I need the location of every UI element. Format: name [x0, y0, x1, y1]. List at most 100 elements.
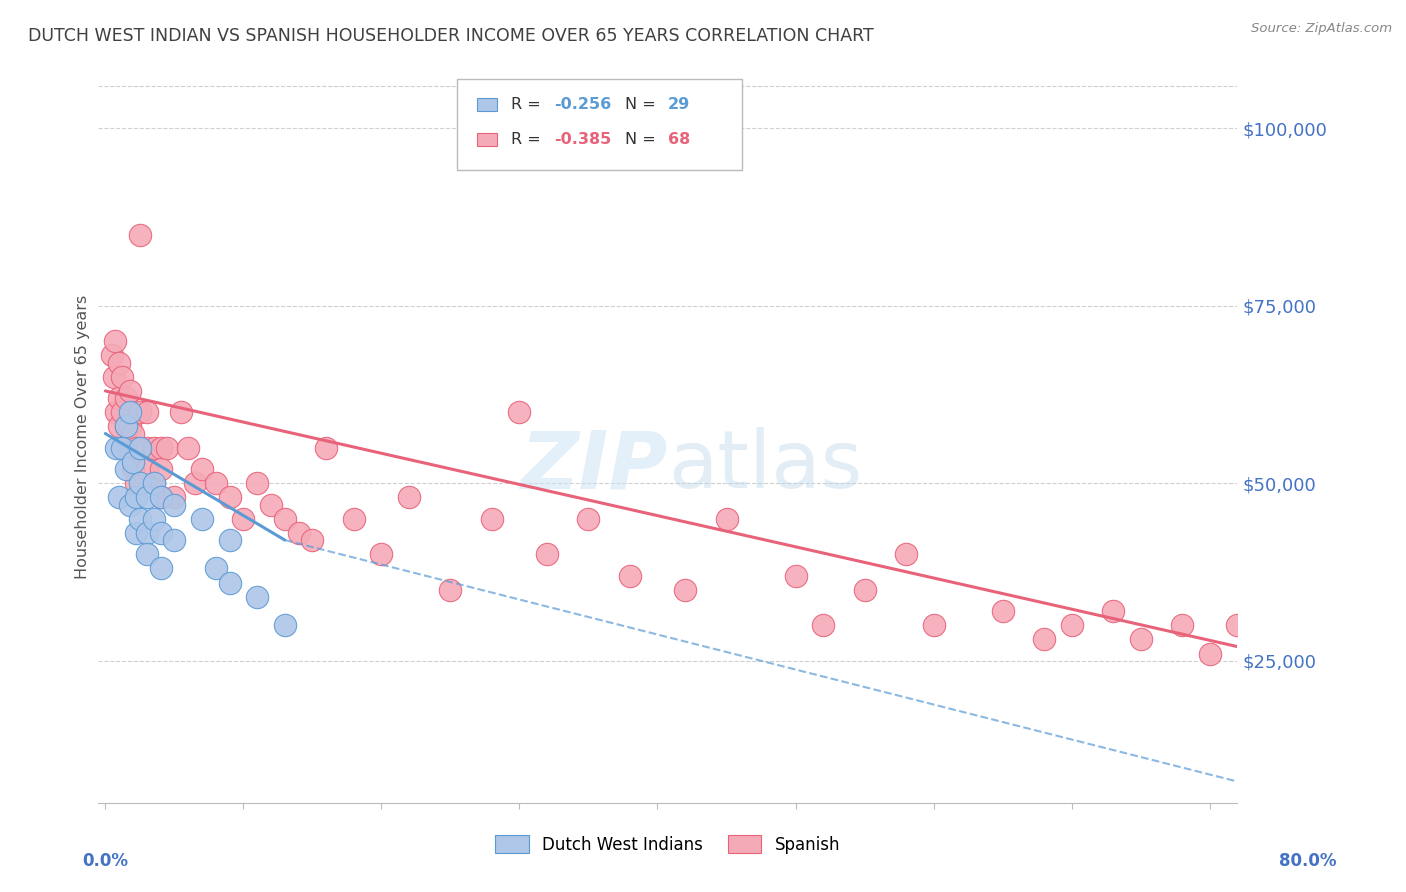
Point — [163, 533, 186, 547]
Point — [108, 419, 131, 434]
FancyBboxPatch shape — [477, 133, 498, 146]
Text: R =: R = — [510, 96, 546, 112]
Point — [105, 441, 128, 455]
Point — [218, 491, 240, 505]
Text: atlas: atlas — [668, 427, 862, 506]
Point — [1060, 618, 1083, 632]
Point — [315, 441, 337, 455]
Point — [274, 512, 297, 526]
Legend: Dutch West Indians, Spanish: Dutch West Indians, Spanish — [489, 829, 846, 860]
Point — [108, 391, 131, 405]
Point — [184, 476, 207, 491]
Point — [149, 462, 172, 476]
Point — [439, 582, 461, 597]
Y-axis label: Householder Income Over 65 years: Householder Income Over 65 years — [75, 295, 90, 579]
Point — [163, 491, 186, 505]
Point — [149, 491, 172, 505]
Point — [111, 369, 134, 384]
Point — [811, 618, 834, 632]
Point — [135, 462, 157, 476]
Point — [894, 547, 917, 561]
Point — [101, 348, 124, 362]
Point — [115, 462, 138, 476]
Point — [111, 441, 134, 455]
Point — [149, 561, 172, 575]
Point — [128, 405, 150, 419]
Point — [287, 525, 309, 540]
Text: 68: 68 — [668, 132, 690, 147]
Point — [125, 441, 148, 455]
Point — [108, 355, 131, 369]
Point — [246, 476, 269, 491]
Point — [204, 476, 226, 491]
Point — [785, 568, 807, 582]
Point — [122, 462, 145, 476]
Point — [1033, 632, 1056, 647]
Point — [128, 512, 150, 526]
Point — [163, 498, 186, 512]
Point — [125, 491, 148, 505]
Point — [120, 419, 142, 434]
Point — [142, 476, 165, 491]
Point — [115, 391, 138, 405]
Text: 29: 29 — [668, 96, 690, 112]
Point — [170, 405, 193, 419]
Text: DUTCH WEST INDIAN VS SPANISH HOUSEHOLDER INCOME OVER 65 YEARS CORRELATION CHART: DUTCH WEST INDIAN VS SPANISH HOUSEHOLDER… — [28, 27, 875, 45]
Text: N =: N = — [624, 132, 661, 147]
Point — [204, 561, 226, 575]
Point — [149, 441, 172, 455]
Point — [191, 462, 214, 476]
Point — [301, 533, 323, 547]
Point — [111, 405, 134, 419]
Point — [128, 441, 150, 455]
Point — [135, 547, 157, 561]
Text: -0.256: -0.256 — [554, 96, 612, 112]
Point — [343, 512, 366, 526]
Point — [1171, 618, 1194, 632]
Point — [991, 604, 1014, 618]
Point — [122, 426, 145, 441]
Point — [673, 582, 696, 597]
Text: R =: R = — [510, 132, 546, 147]
Point — [149, 525, 172, 540]
FancyBboxPatch shape — [457, 78, 742, 170]
Point — [115, 441, 138, 455]
Point — [135, 491, 157, 505]
Text: 0.0%: 0.0% — [83, 852, 128, 870]
Point — [103, 369, 125, 384]
Point — [108, 491, 131, 505]
Point — [191, 512, 214, 526]
Point — [716, 512, 738, 526]
Point — [104, 334, 127, 349]
Point — [1240, 632, 1263, 647]
Point — [481, 512, 503, 526]
Point — [125, 476, 148, 491]
Point — [578, 512, 600, 526]
Point — [122, 455, 145, 469]
Point — [125, 525, 148, 540]
Point — [120, 498, 142, 512]
Text: -0.385: -0.385 — [554, 132, 612, 147]
Point — [128, 476, 150, 491]
FancyBboxPatch shape — [477, 98, 498, 111]
Point — [105, 405, 128, 419]
Point — [853, 582, 876, 597]
Text: ZIP: ZIP — [520, 427, 668, 506]
Point — [177, 441, 200, 455]
Point — [370, 547, 392, 561]
Point — [508, 405, 530, 419]
Point — [1102, 604, 1125, 618]
Point — [1129, 632, 1152, 647]
Point — [232, 512, 254, 526]
Point — [218, 533, 240, 547]
Text: 80.0%: 80.0% — [1279, 852, 1336, 870]
Point — [135, 405, 157, 419]
Point — [619, 568, 641, 582]
Point — [1198, 647, 1220, 661]
Point — [115, 419, 138, 434]
Point — [142, 441, 165, 455]
Point — [128, 227, 150, 242]
Point — [218, 575, 240, 590]
Point — [1226, 618, 1249, 632]
Point — [120, 384, 142, 398]
